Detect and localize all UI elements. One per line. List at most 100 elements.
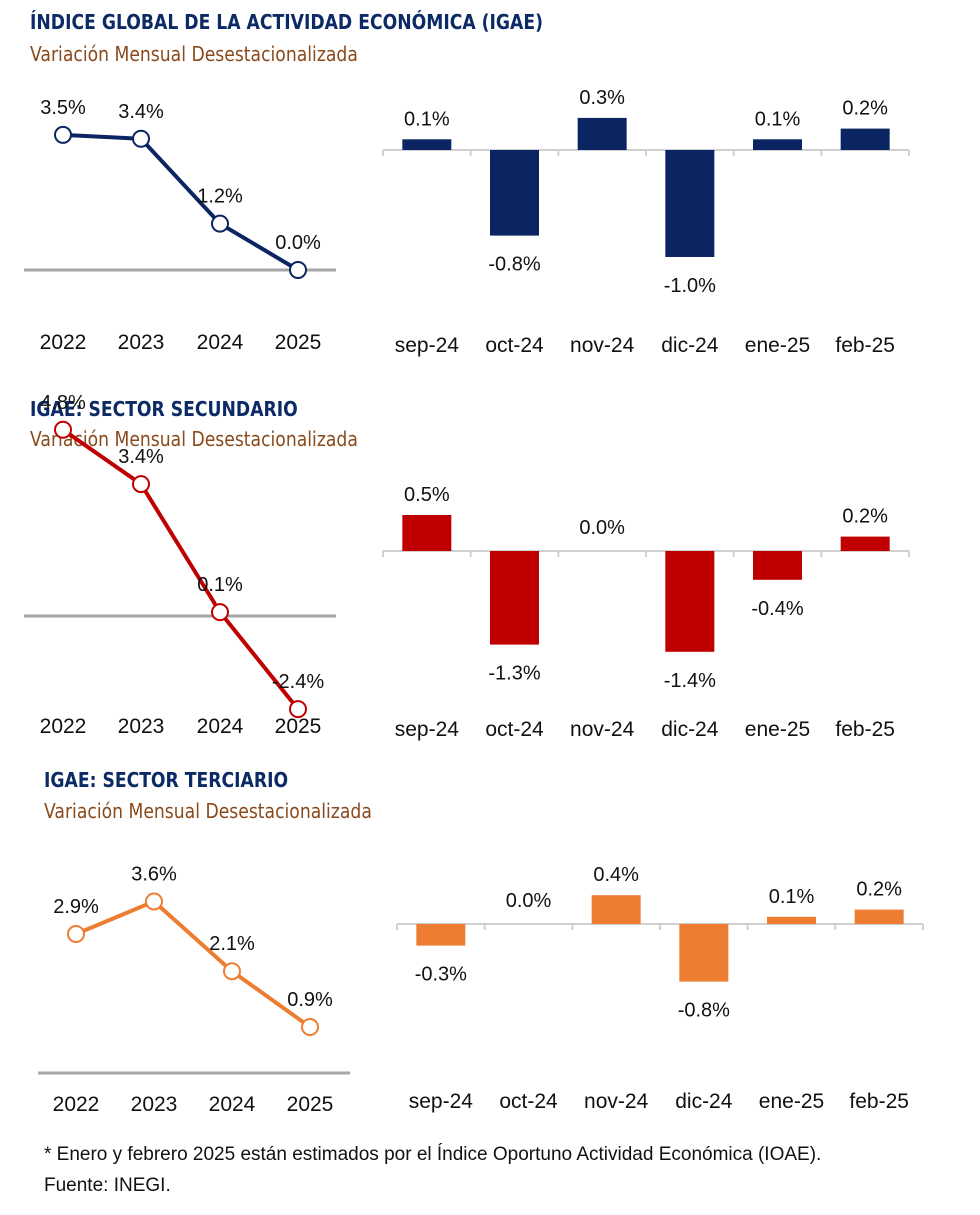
monthly-data-label-nov-24: 0.3% [579, 87, 625, 109]
panel-2-title: IGAE: SECTOR SECUNDARIO [30, 397, 298, 421]
annual-data-label-2024: 0.1% [197, 574, 243, 596]
monthly-bar-ene-25 [767, 916, 816, 924]
annual-point-2022 [54, 125, 72, 144]
monthly-bar-dic-24 [665, 150, 715, 257]
monthly-bar-sep-24 [402, 139, 452, 150]
annual-tick-label-2024: 2024 [197, 331, 244, 354]
monthly-bar-nov-24 [591, 895, 641, 924]
annual-tick-label-2023: 2023 [118, 715, 165, 738]
annual-point-2025 [289, 700, 307, 719]
monthly-data-label-nov-24: 0.4% [593, 864, 639, 886]
monthly-tick-label-nov-24: nov-24 [584, 1090, 649, 1113]
monthly-data-label-dic-24: -1.4% [664, 670, 716, 692]
annual-data-label-2022: 2.9% [53, 896, 99, 918]
annual-data-label-2025: 0.0% [275, 232, 321, 254]
annual-tick-label-2022: 2022 [40, 331, 87, 354]
monthly-data-label-feb-25: 0.2% [856, 879, 902, 901]
monthly-tick-label-oct-24: oct-24 [485, 718, 544, 741]
monthly-bar-dic-24 [665, 551, 715, 652]
monthly-data-label-oct-24: -1.3% [488, 663, 540, 685]
monthly-tick-label-feb-25: feb-25 [835, 334, 895, 357]
monthly-bar-oct-24 [490, 551, 539, 645]
annual-tick-label-2024: 2024 [209, 1093, 256, 1116]
annual-tick-label-2023: 2023 [131, 1093, 178, 1116]
annual-point-2025 [289, 261, 307, 279]
annual-tick-label-2023: 2023 [118, 331, 165, 354]
annual-tick-label-2022: 2022 [40, 715, 87, 738]
annual-point-2024 [211, 603, 229, 622]
monthly-data-label-ene-25: 0.1% [755, 108, 801, 130]
monthly-data-label-feb-25: 0.2% [842, 98, 888, 120]
monthly-bar-oct-24 [490, 150, 539, 236]
annual-data-label-2024: 1.2% [197, 186, 243, 208]
annual-data-label-2022: 3.5% [40, 97, 86, 119]
monthly-tick-label-sep-24: sep-24 [409, 1090, 474, 1113]
monthly-data-label-dic-24: -1.0% [664, 275, 716, 297]
panel-3-title: IGAE: SECTOR TERCIARIO [44, 768, 289, 792]
annual-point-2024 [223, 962, 241, 981]
monthly-tick-label-sep-24: sep-24 [395, 334, 460, 357]
monthly-bar-nov-24 [577, 117, 627, 150]
monthly-tick-label-ene-25: ene-25 [759, 1090, 824, 1113]
monthly-tick-label-ene-25: ene-25 [745, 718, 810, 741]
monthly-tick-label-nov-24: nov-24 [570, 334, 635, 357]
annual-tick-label-2022: 2022 [53, 1093, 100, 1116]
monthly-tick-label-feb-25: feb-25 [849, 1090, 909, 1113]
monthly-tick-label-dic-24: dic-24 [675, 1090, 733, 1113]
annual-data-label-2025: -2.4% [272, 671, 324, 693]
monthly-tick-label-sep-24: sep-24 [395, 718, 460, 741]
annual-point-2023 [145, 892, 163, 911]
annual-series-line [61, 428, 300, 711]
monthly-bar-feb-25 [840, 536, 890, 551]
annual-point-2023 [132, 129, 150, 148]
annual-point-2025 [301, 1018, 319, 1036]
annual-data-label-2025: 0.9% [287, 989, 333, 1011]
monthly-tick-label-oct-24: oct-24 [485, 334, 544, 357]
monthly-data-label-oct-24: 0.0% [506, 890, 552, 912]
monthly-data-label-sep-24: 0.1% [404, 108, 450, 130]
annual-point-2022 [54, 420, 72, 439]
monthly-data-label-oct-24: -0.8% [488, 254, 540, 276]
annual-tick-label-2024: 2024 [197, 715, 244, 738]
annual-series-line [62, 132, 300, 272]
monthly-data-label-nov-24: 0.0% [579, 517, 625, 539]
monthly-data-label-ene-25: 0.1% [769, 886, 815, 908]
annual-point-2022 [67, 925, 85, 943]
annual-data-label-2024: 2.1% [209, 933, 255, 955]
monthly-tick-label-ene-25: ene-25 [745, 334, 810, 357]
annual-data-label-2023: 3.6% [131, 863, 177, 885]
monthly-bar-feb-25 [854, 909, 904, 924]
monthly-tick-label-dic-24: dic-24 [661, 718, 719, 741]
annual-tick-label-2025: 2025 [275, 715, 322, 738]
annual-data-label-2023: 3.4% [118, 446, 164, 468]
monthly-data-label-dic-24: -0.8% [678, 1000, 730, 1022]
monthly-data-label-feb-25: 0.2% [842, 506, 888, 528]
annual-series-line [75, 899, 312, 1029]
monthly-tick-label-feb-25: feb-25 [835, 718, 895, 741]
monthly-bar-sep-24 [402, 515, 452, 551]
annual-data-label-2022: 4.8% [40, 392, 86, 414]
monthly-tick-label-nov-24: nov-24 [570, 718, 635, 741]
monthly-bar-feb-25 [840, 128, 890, 150]
source-note: Fuente: INEGI. [44, 1175, 171, 1196]
annual-tick-label-2025: 2025 [275, 331, 322, 354]
monthly-tick-label-dic-24: dic-24 [661, 334, 719, 357]
monthly-data-label-sep-24: -0.3% [415, 964, 467, 986]
monthly-bar-sep-24 [416, 924, 466, 946]
annual-point-2024 [211, 214, 229, 233]
monthly-bar-ene-25 [753, 139, 802, 150]
monthly-bar-ene-25 [753, 551, 802, 580]
footnote: * Enero y febrero 2025 están estimados p… [44, 1144, 822, 1165]
monthly-data-label-ene-25: -0.4% [751, 598, 803, 620]
monthly-tick-label-oct-24: oct-24 [499, 1090, 558, 1113]
annual-point-2023 [132, 475, 150, 494]
panel-3-subtitle: Variación Mensual Desestacionalizada [44, 799, 372, 823]
annual-tick-label-2025: 2025 [287, 1093, 334, 1116]
monthly-data-label-sep-24: 0.5% [404, 484, 450, 506]
monthly-bar-dic-24 [679, 924, 729, 982]
panel-1-title: ÍNDICE GLOBAL DE LA ACTIVIDAD ECONÓMICA … [30, 10, 543, 34]
annual-data-label-2023: 3.4% [118, 101, 164, 123]
